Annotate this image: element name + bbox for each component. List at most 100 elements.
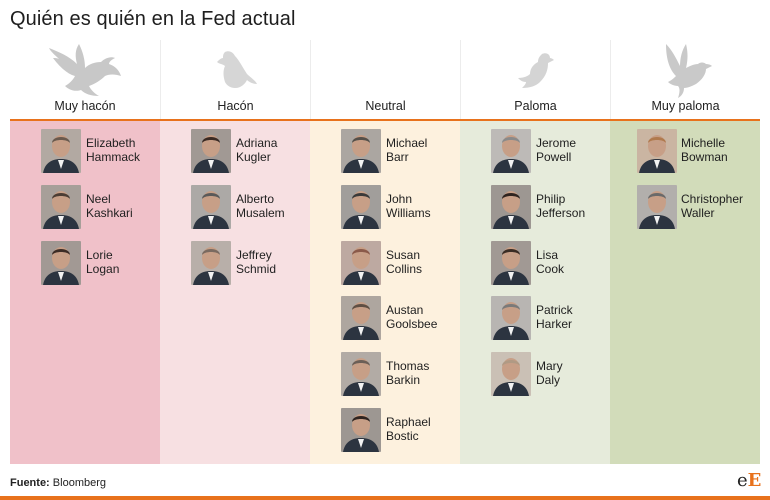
first-name: Neel [86, 191, 111, 206]
person-name: Raphael Bostic [386, 415, 431, 443]
first-name: Jeffrey [236, 247, 272, 262]
person-name: Patrick Harker [536, 303, 573, 331]
first-name: Raphael [386, 415, 431, 429]
person-name: Alberto Musalem [236, 192, 285, 220]
person-name: Neel Kashkari [86, 192, 133, 220]
person-card: Adriana Kugler [160, 129, 310, 175]
person-name: Michelle Bowman [681, 136, 728, 164]
person-card: Jeffrey Schmid [160, 240, 310, 287]
avatar [191, 129, 231, 173]
person-card: Jerome Powell [460, 129, 610, 175]
first-name: Adriana [236, 136, 278, 150]
last-name: Bostic [386, 429, 419, 443]
column-4: Michelle Bowman Christopher Waller [610, 121, 760, 464]
person-name: Adriana Kugler [236, 136, 277, 164]
person-card: Austan Goolsbee [310, 296, 460, 342]
stance-header: Muy hacón Hacón Neutral Paloma Muy palom… [10, 40, 760, 120]
avatar [491, 296, 531, 341]
last-name: Collins [386, 261, 423, 276]
person-name: John Williams [386, 192, 431, 220]
last-name: Harker [536, 317, 573, 332]
avatar [341, 296, 381, 341]
person-card: Susan Collins [310, 240, 460, 287]
person-name: Lisa Cook [536, 248, 564, 276]
avatar [341, 408, 381, 452]
last-name: Kugler [236, 150, 271, 164]
person-name: Jeffrey Schmid [236, 248, 276, 276]
first-name: Philip [536, 191, 566, 206]
last-name: Goolsbee [386, 317, 438, 332]
source-note: Fuente: Bloomberg [10, 477, 106, 489]
last-name: Waller [681, 205, 715, 220]
person-card: Christopher Waller [610, 184, 760, 231]
first-name: Thomas [386, 359, 430, 374]
first-name: Mary [536, 359, 563, 374]
avatar [41, 240, 81, 285]
person-name: Jerome Powell [536, 136, 576, 164]
column-label: Muy paloma [651, 99, 720, 113]
header-divider [10, 119, 760, 121]
person-card: Patrick Harker [460, 296, 610, 342]
first-name: Susan [386, 247, 421, 262]
person-name: Austan Goolsbee [386, 303, 437, 331]
last-name: Schmid [236, 261, 277, 276]
avatar [41, 184, 81, 229]
person-card: John Williams [310, 184, 460, 231]
avatar [491, 184, 531, 229]
avatar [341, 352, 381, 397]
avatar [491, 129, 531, 173]
person-card: Michael Barr [310, 129, 460, 175]
avatar [341, 129, 381, 173]
person-card: Raphael Bostic [310, 408, 460, 454]
header-col-muy-paloma: Muy paloma [610, 40, 760, 120]
column-2: Michael Barr John Williams Susan Collins Austa… [310, 121, 460, 464]
person-card: Thomas Barkin [310, 352, 460, 398]
header-col-paloma: Paloma [460, 40, 610, 120]
avatar [341, 240, 381, 285]
person-name: Thomas Barkin [386, 359, 429, 387]
column-label: Muy hacón [54, 99, 116, 113]
avatar [637, 129, 677, 173]
last-name: Kashkari [86, 205, 133, 220]
footer-rule [0, 496, 770, 500]
column-label: Hacón [217, 99, 254, 113]
last-name: Barr [386, 150, 409, 164]
person-name: Michael Barr [386, 136, 427, 164]
avatar [191, 184, 231, 229]
person-name: Christopher Waller [681, 192, 743, 220]
last-name: Barkin [386, 373, 421, 388]
last-name: Logan [86, 261, 120, 276]
column-3: Jerome Powell Philip Jefferson Lisa Cook Patri… [460, 121, 610, 464]
avatar [41, 129, 81, 173]
last-name: Powell [536, 150, 572, 164]
person-card: Neel Kashkari [10, 184, 160, 231]
person-card: Lisa Cook [460, 240, 610, 287]
person-name: Philip Jefferson [536, 192, 585, 220]
last-name: Williams [386, 205, 431, 220]
person-name: Lorie Logan [86, 248, 119, 276]
first-name: Austan [386, 303, 424, 318]
person-name: Susan Collins [386, 248, 422, 276]
header-col-muy-hacon: Muy hacón [10, 40, 160, 120]
header-col-hacon: Hacón [160, 40, 310, 120]
column-1: Adriana Kugler Alberto Musalem Jeffrey Schmid [160, 121, 310, 464]
person-name: Elizabeth Hammack [86, 136, 140, 164]
first-name: Patrick [536, 303, 573, 318]
avatar [341, 184, 381, 229]
person-card: Elizabeth Hammack [10, 129, 160, 175]
publisher-logo: eE [737, 470, 762, 491]
last-name: Jefferson [536, 205, 586, 220]
dove-small-icon [461, 42, 610, 98]
last-name: Musalem [236, 205, 285, 220]
column-0: Elizabeth Hammack Neel Kashkari Lorie Logan [10, 121, 160, 464]
first-name: Jerome [536, 136, 577, 150]
source-value: Bloomberg [52, 477, 106, 489]
first-name: Christopher [681, 191, 744, 206]
person-card: Mary Daly [460, 352, 610, 398]
first-name: Michael [386, 136, 428, 150]
first-name: John [386, 191, 413, 206]
last-name: Cook [536, 261, 565, 276]
avatar [637, 184, 677, 229]
column-label: Neutral [365, 99, 406, 113]
person-card: Philip Jefferson [460, 184, 610, 231]
